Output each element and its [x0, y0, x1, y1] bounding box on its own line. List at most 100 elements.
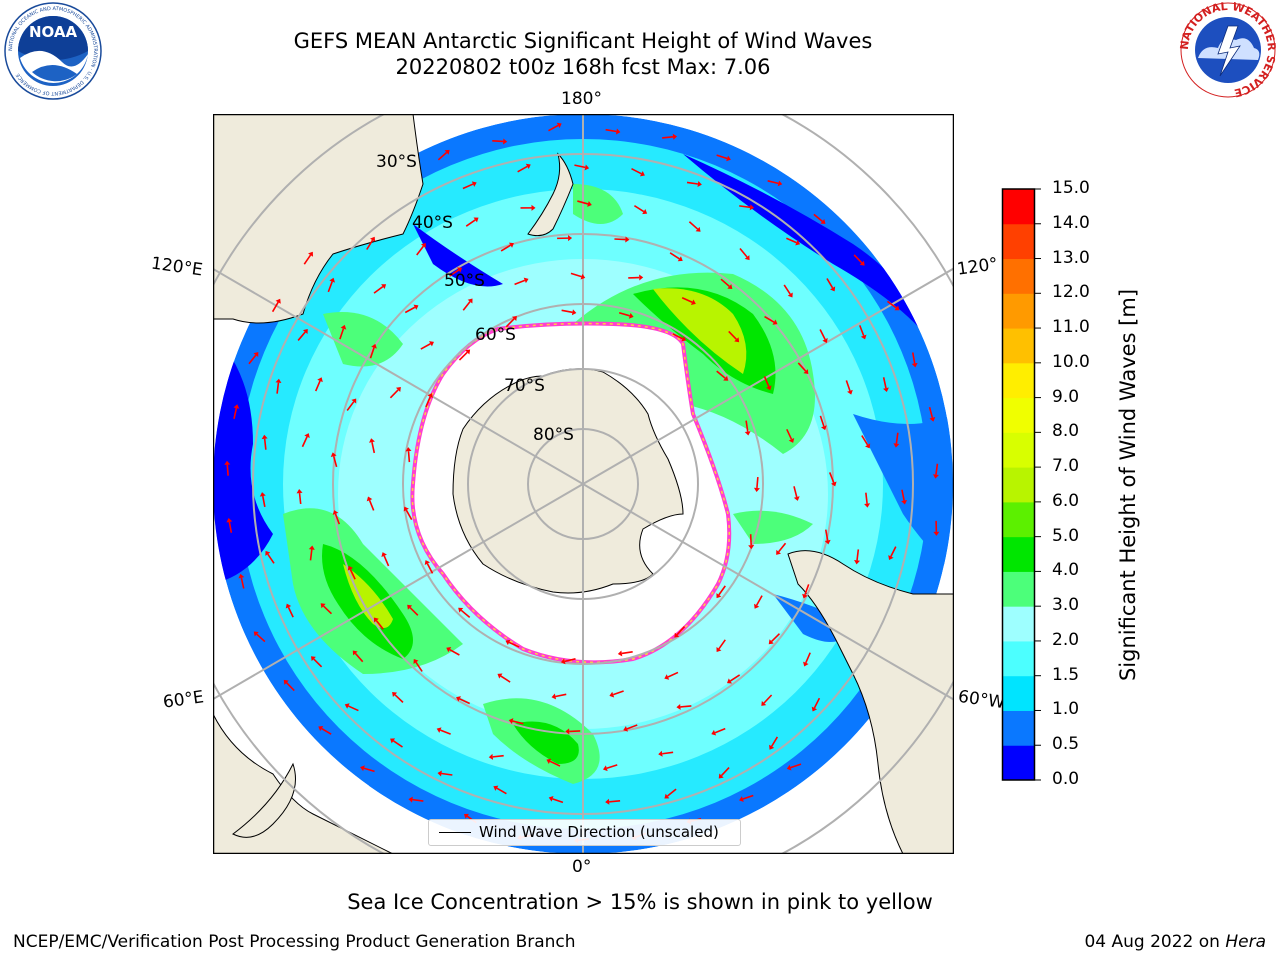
wave-direction-arrow — [769, 736, 779, 750]
wave-direction-arrow — [727, 674, 741, 684]
wave-direction-arrow — [508, 718, 524, 725]
wave-direction-arrow — [763, 376, 772, 391]
wave-direction-arrow — [605, 798, 621, 805]
wave-direction-arrow — [928, 406, 936, 422]
wave-direction-arrow — [330, 452, 338, 468]
colorbar-tick-label: 0.0 — [1052, 769, 1080, 789]
colorbar — [1001, 188, 1041, 781]
map-legend: Wind Wave Direction (unscaled) — [428, 819, 741, 846]
wave-direction-arrow — [754, 595, 763, 609]
wave-direction-arrow — [366, 496, 375, 511]
meridian-label-60w: 60°W — [956, 686, 1007, 714]
wave-direction-arrow — [618, 312, 634, 319]
wave-direction-arrow — [413, 658, 423, 672]
colorbar-tick-label: 3.0 — [1052, 595, 1080, 616]
wave-direction-arrow — [285, 603, 294, 618]
meridian-label-0: 0° — [572, 857, 592, 877]
wave-direction-arrow — [728, 330, 740, 343]
wave-direction-arrow — [352, 650, 364, 663]
colorbar-swatch — [1002, 501, 1035, 538]
wave-direction-arrow — [404, 304, 419, 314]
wave-direction-arrow — [664, 788, 677, 799]
wave-direction-arrow — [854, 549, 860, 565]
wave-direction-arrow — [332, 510, 341, 525]
wave-direction-arrow — [681, 297, 696, 306]
wave-direction-arrow — [711, 727, 726, 736]
wave-direction-arrow — [861, 435, 871, 449]
colorbar-swatch — [1002, 606, 1035, 642]
wave-direction-arrow — [405, 447, 412, 463]
wave-direction-arrow — [739, 794, 754, 802]
legend-line-sample — [439, 832, 471, 833]
wave-direction-arrow — [346, 398, 357, 411]
wave-direction-arrow — [574, 164, 590, 171]
wave-direction-arrow — [551, 693, 567, 700]
wave-direction-arrow — [888, 546, 897, 561]
wave-direction-arrow — [492, 138, 508, 145]
colorbar-swatch — [1002, 536, 1035, 572]
wave-direction-arrow — [739, 204, 755, 211]
colorbar-tick-label: 14.0 — [1052, 212, 1090, 233]
wave-direction-arrow — [369, 438, 376, 454]
wave-direction-arrow — [446, 647, 460, 656]
wave-direction-arrow — [224, 460, 231, 476]
wave-direction-arrow — [366, 236, 376, 250]
wave-direction-arrow — [623, 724, 638, 732]
colorbar-swatch — [1002, 432, 1035, 468]
wave-direction-arrow — [786, 763, 802, 771]
colorbar-swatch — [1002, 675, 1035, 711]
wave-direction-arrow — [859, 325, 867, 340]
colorbar-swatch — [1002, 745, 1035, 781]
wave-direction-arrow — [425, 393, 434, 408]
lat-label-60s: 60°S — [475, 325, 516, 345]
wave-direction-arrow — [505, 639, 520, 648]
wave-direction-arrow — [764, 315, 778, 325]
lat-label-70s: 70°S — [504, 376, 545, 396]
wave-direction-arrow — [602, 764, 618, 772]
colorbar-tick-label: 2.0 — [1052, 629, 1080, 650]
wave-direction-arrow — [456, 696, 471, 705]
wave-direction-arrow — [449, 267, 463, 277]
wave-direction-arrow — [381, 552, 390, 567]
colorbar-tick-label: 10.0 — [1052, 351, 1090, 372]
wave-direction-arrow — [716, 370, 729, 381]
wave-direction-arrow — [557, 235, 573, 242]
wave-direction-arrow — [238, 573, 245, 589]
chart-title: GEFS MEAN Antarctic Significant Height o… — [293, 29, 873, 53]
wave-direction-arrow — [776, 542, 787, 555]
antarctica-land — [452, 368, 684, 594]
colorbar-swatch — [1002, 189, 1035, 225]
wave-direction-arrow — [688, 221, 701, 232]
wave-direction-arrow — [301, 433, 310, 448]
wave-direction-arrow — [672, 333, 687, 342]
colorbar-tick-label: 15.0 — [1052, 178, 1090, 198]
wave-direction-arrow — [458, 607, 471, 618]
colorbar-label: Significant Height of Wind Waves [m] — [1116, 288, 1140, 682]
wave-direction-arrow — [853, 254, 865, 266]
new-zealand-land — [527, 152, 574, 237]
colorbar-tick-label: 1.5 — [1052, 664, 1080, 685]
wave-direction-arrow — [658, 750, 674, 757]
noaa-logo: NOAA NATIONAL OCEANIC AND ATMOSPHERIC AD… — [4, 2, 102, 100]
lat-label-40s: 40°S — [412, 213, 453, 233]
wave-direction-arrow — [500, 242, 514, 252]
wave-direction-arrow — [739, 248, 750, 261]
wave-direction-arrow — [716, 585, 726, 599]
colorbar-tick-label: 4.0 — [1052, 560, 1080, 581]
wave-direction-arrow — [261, 434, 268, 450]
wave-direction-arrow — [893, 432, 900, 448]
wave-direction-arrow — [488, 753, 504, 760]
wave-direction-arrow — [253, 631, 266, 643]
wave-direction-arrow — [577, 200, 592, 207]
colorbar-tick-label: 1.0 — [1052, 699, 1080, 720]
wave-direction-arrow — [633, 205, 648, 215]
lat-label-50s: 50°S — [444, 271, 485, 291]
wave-direction-arrow — [761, 694, 773, 706]
wave-direction-arrow — [320, 603, 333, 615]
host-name: Hera — [1225, 932, 1266, 952]
wave-direction-arrow — [271, 298, 281, 313]
wave-direction-arrow — [748, 534, 755, 550]
wave-direction-arrow — [373, 284, 387, 294]
colorbar-swatch — [1002, 397, 1035, 433]
wave-direction-arrow — [828, 472, 837, 487]
